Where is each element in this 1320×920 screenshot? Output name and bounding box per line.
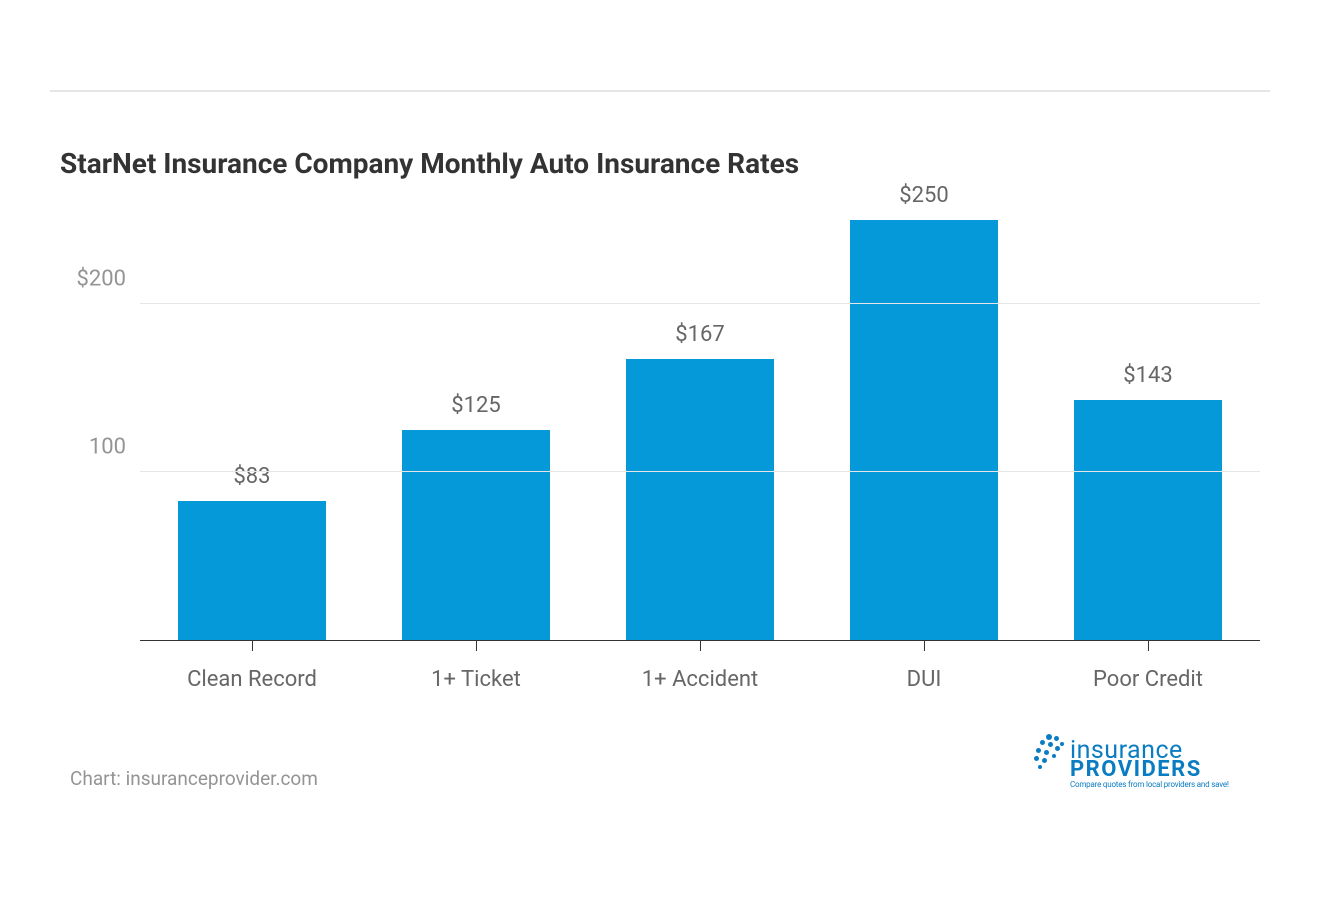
chart-credit: Chart: insuranceprovider.com [70,767,318,790]
x-labels: Clean Record1+ Ticket1+ AccidentDUIPoor … [140,653,1260,692]
chart-footer: Chart: insuranceprovider.com insurance P… [70,732,1260,790]
bar: $250 [850,220,998,640]
x-tick-mark [924,641,925,651]
x-category-label: 1+ Ticket [364,653,588,692]
x-tick-mark [252,641,253,651]
bar-slot: $167 [588,220,812,640]
x-tick-mark [700,641,701,651]
bar: $83 [178,501,326,640]
x-category-label: Poor Credit [1036,653,1260,692]
x-tick-mark [476,641,477,651]
y-tick-label: $200 [77,267,126,292]
logo-tagline: Compare quotes from local providers and … [1070,781,1260,789]
bar-value-label: $83 [233,464,270,489]
x-category-label: Clean Record [140,653,364,692]
chart-title: StarNet Insurance Company Monthly Auto I… [60,147,1280,180]
grid-line [140,471,1260,472]
x-tick-mark [1148,641,1149,651]
x-category-label: 1+ Accident [588,653,812,692]
y-tick-label: 100 [89,435,126,460]
bars-container: $83 $125 $167 $250 $143 [140,220,1260,640]
bar-slot: $143 [1036,220,1260,640]
x-tick-slot [812,641,1036,653]
x-tick-slot [140,641,364,653]
bar-value-label: $125 [451,393,500,418]
x-ticks [140,641,1260,653]
bar-value-label: $250 [899,183,948,208]
bar-chart: $83 $125 $167 $250 $143 100 $200 Clean Record… [60,220,1260,692]
grid-line [140,303,1260,304]
bar: $143 [1074,400,1222,640]
bar-slot: $83 [140,220,364,640]
x-category-label: DUI [812,653,1036,692]
bar-slot: $250 [812,220,1036,640]
bar-value-label: $143 [1123,363,1172,388]
x-tick-slot [1036,641,1260,653]
bar-value-label: $167 [675,322,724,347]
plot-area: $83$125$167$250$143 100$200 [140,220,1260,640]
brand-logo: insurance PROVIDERS Compare quotes from … [1030,732,1260,790]
logo-dots-icon [1030,732,1070,772]
bar: $167 [626,359,774,640]
x-tick-slot [588,641,812,653]
bar: $125 [402,430,550,640]
logo-text-line2: PROVIDERS [1070,758,1260,781]
top-divider [50,90,1270,92]
x-tick-slot [364,641,588,653]
bar-slot: $125 [364,220,588,640]
